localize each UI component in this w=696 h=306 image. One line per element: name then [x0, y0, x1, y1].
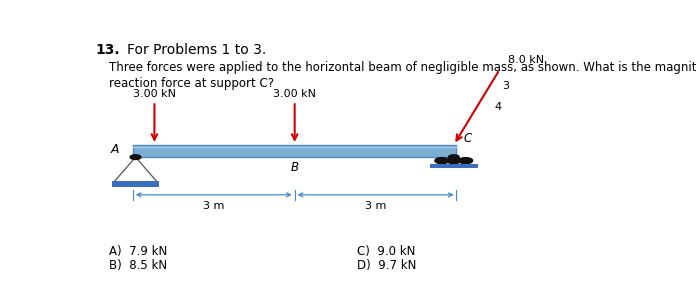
Text: A)  7.9 kN: A) 7.9 kN	[109, 245, 167, 258]
Text: 4: 4	[494, 102, 501, 112]
Text: 8.0 kN: 8.0 kN	[507, 55, 544, 65]
Text: Three forces were applied to the horizontal beam of negligible mass, as shown. W: Three forces were applied to the horizon…	[109, 62, 696, 74]
Bar	[112, 181, 159, 187]
Text: 3 m: 3 m	[365, 201, 386, 211]
Text: C)  9.0 kN: C) 9.0 kN	[356, 245, 415, 258]
Text: B)  8.5 kN: B) 8.5 kN	[109, 259, 167, 272]
Text: B: B	[291, 161, 299, 174]
Text: 3 m: 3 m	[203, 201, 224, 211]
Text: 13.: 13.	[95, 43, 120, 57]
Text: For Problems 1 to 3.: For Problems 1 to 3.	[127, 43, 267, 57]
Text: A: A	[111, 143, 120, 156]
Circle shape	[435, 158, 449, 164]
Bar	[133, 145, 457, 157]
Text: D)  9.7 kN: D) 9.7 kN	[356, 259, 416, 272]
Circle shape	[130, 155, 141, 159]
Text: 3: 3	[503, 81, 509, 91]
Text: 3.00 kN: 3.00 kN	[273, 89, 316, 99]
Text: C: C	[464, 132, 472, 145]
Circle shape	[448, 155, 459, 159]
Circle shape	[447, 158, 461, 164]
Circle shape	[459, 158, 473, 164]
Text: 3.00 kN: 3.00 kN	[133, 89, 176, 99]
Text: reaction force at support C?: reaction force at support C?	[109, 77, 274, 90]
Bar	[430, 164, 477, 168]
